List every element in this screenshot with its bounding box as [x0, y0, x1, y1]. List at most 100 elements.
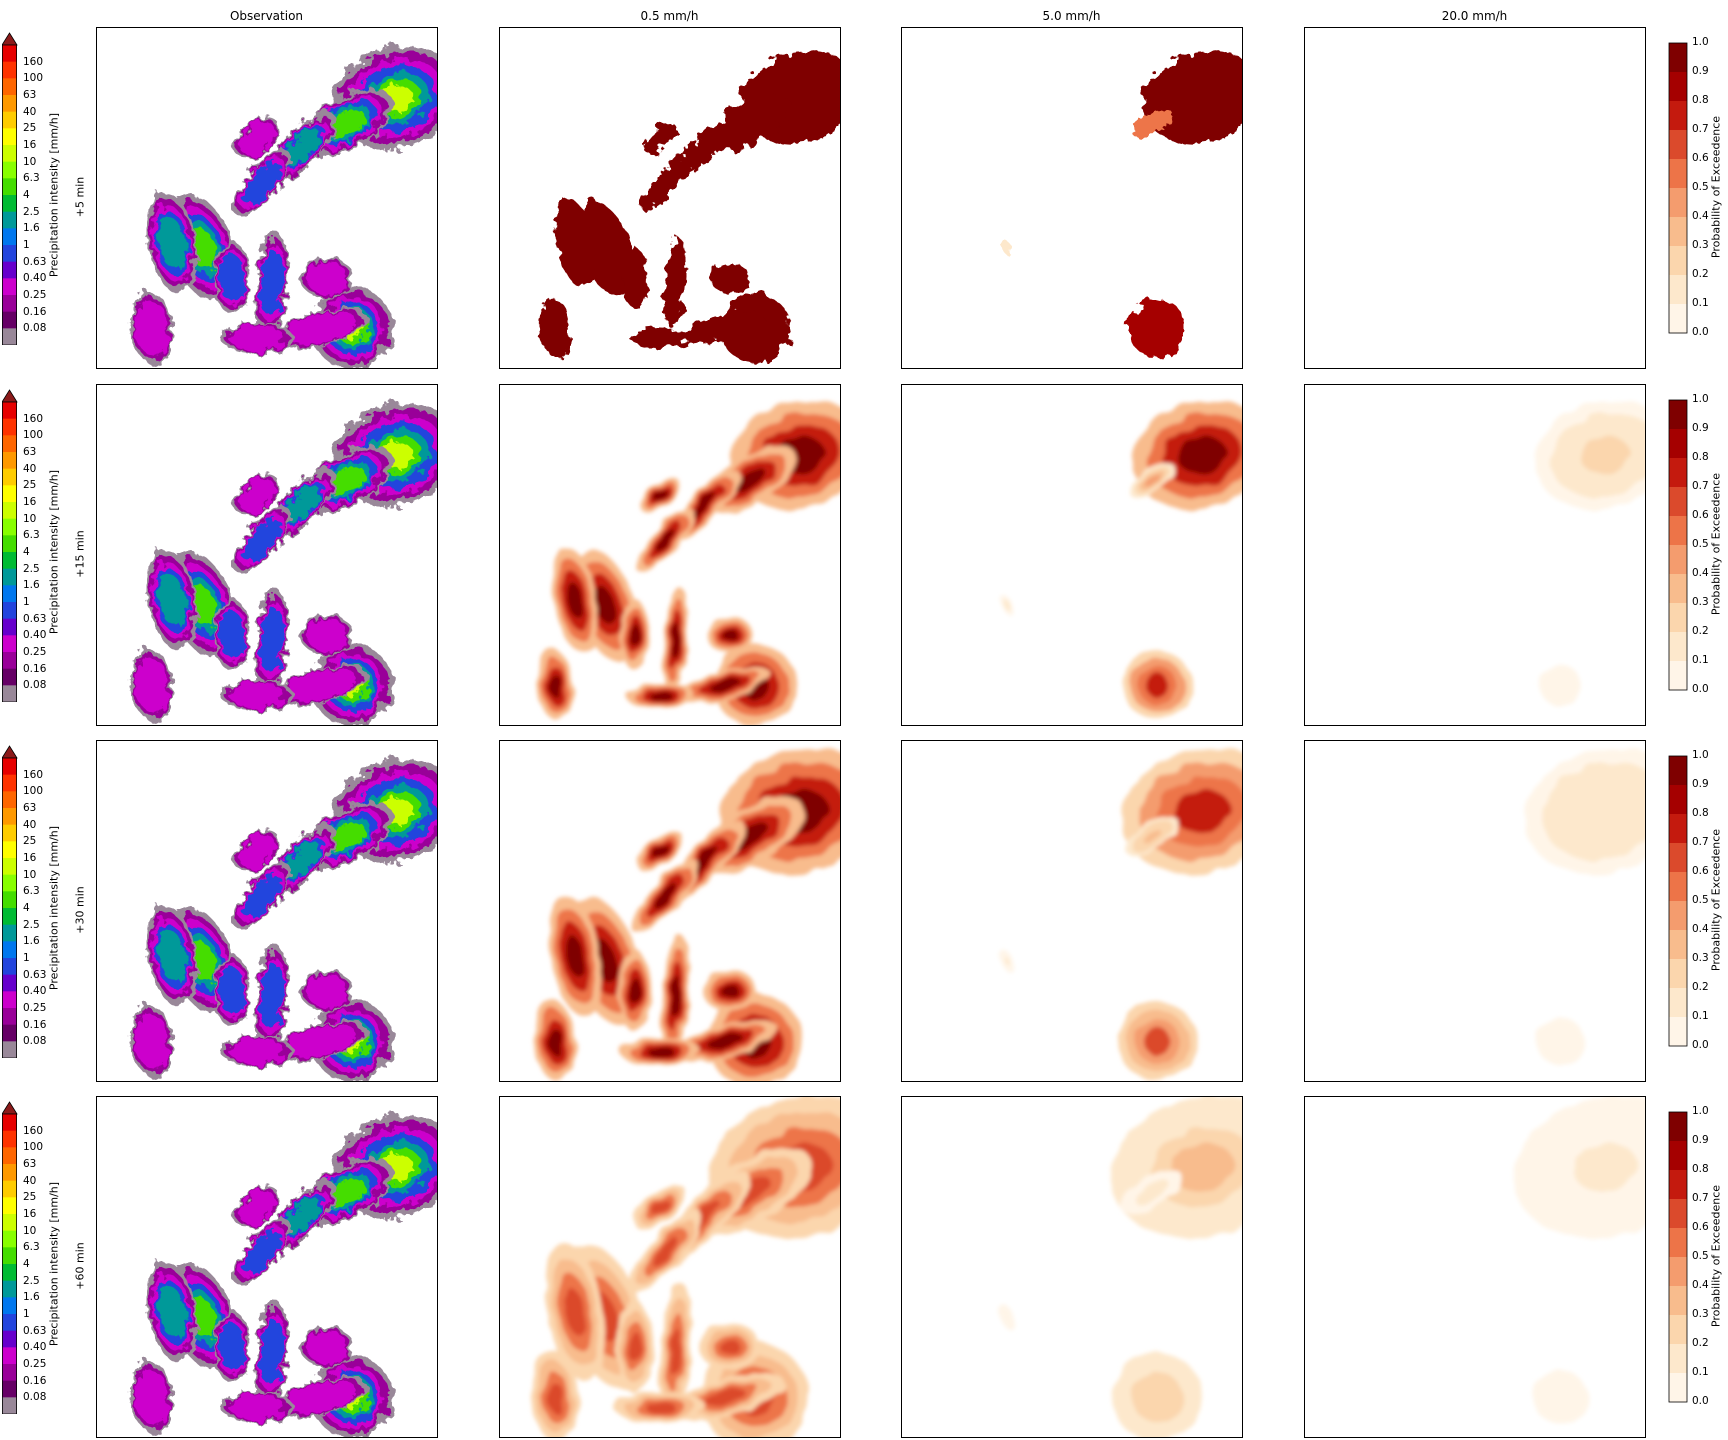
intensity-colorbar-label: Precipitation intensity [mm/h]	[47, 825, 61, 991]
probability-colorbar	[1668, 1111, 1688, 1403]
probability-tick-label: 0.8	[1692, 807, 1709, 819]
colorbar-segment	[1669, 159, 1687, 189]
precipitation-cell	[283, 486, 321, 524]
colorbar-segment	[2, 1264, 17, 1282]
probability-area	[651, 1199, 669, 1215]
colorbar-segment	[2, 452, 17, 470]
colorbar-segment	[1669, 188, 1687, 218]
probability-colorbar	[1668, 399, 1688, 691]
probability-tick-label: 0.1	[1692, 654, 1709, 666]
colorbar-segment	[2, 602, 17, 620]
intensity-tick-label: 10	[23, 868, 37, 881]
probability-tick-label: 0.5	[1692, 894, 1709, 906]
probability-area	[567, 582, 583, 618]
probability-colorbar-label: Probability of Exceedence	[1709, 828, 1723, 972]
exceedance-probability-panel	[499, 1096, 841, 1438]
colorbar-segment	[1669, 959, 1687, 989]
intensity-tick-label: 160	[23, 55, 44, 68]
exceedance-probability-panel	[901, 1096, 1243, 1438]
intensity-tick-label: 0.08	[23, 679, 47, 692]
intensity-tick-label: 63	[23, 446, 37, 458]
probability-tick-label: 0.4	[1692, 210, 1709, 222]
colorbar-segment	[1669, 275, 1687, 305]
colorbar-segment	[2, 1397, 17, 1414]
probability-tick-label: 0.4	[1692, 923, 1709, 935]
exceedance-probability-panel	[901, 384, 1243, 726]
colorbar-segment	[2, 311, 17, 329]
probability-tick-label: 0.2	[1692, 625, 1709, 637]
probability-area	[731, 822, 769, 850]
probability-tick-label: 0.7	[1692, 836, 1709, 848]
colorbar-segment	[2, 824, 17, 842]
probability-area	[653, 488, 667, 502]
colorbar-segment	[2, 1130, 17, 1148]
intensity-tick-label: 0.16	[23, 662, 47, 675]
colorbar-extend-arrow	[2, 745, 18, 759]
colorbar-segment	[1669, 901, 1687, 931]
precipitation-cell	[219, 611, 245, 659]
colorbar-segment	[2, 908, 17, 926]
colorbar-segment	[1669, 661, 1687, 691]
colorbar-segment	[1669, 1017, 1687, 1047]
probability-tick-label: 0.5	[1692, 1250, 1709, 1262]
colorbar-segment	[2, 1041, 17, 1058]
precipitation-cell	[283, 1198, 321, 1236]
probability-area	[1178, 436, 1226, 474]
probability-area	[652, 1237, 678, 1267]
precipitation-cell	[306, 261, 348, 295]
precipitation-cell	[135, 300, 169, 356]
intensity-tick-label: 6.3	[23, 529, 40, 542]
probability-area	[664, 238, 686, 328]
probability-area	[704, 1388, 746, 1406]
probability-area	[1142, 829, 1162, 843]
lead-time-label: +30 min	[73, 886, 87, 934]
probability-tick-label: 0.4	[1692, 1279, 1709, 1291]
intensity-tick-label: 0.08	[23, 322, 47, 335]
precipitation-cell	[157, 217, 187, 269]
probability-tick-label: 0.6	[1692, 509, 1709, 521]
probability-tick-label: 1.0	[1692, 1105, 1709, 1117]
intensity-tick-label: 0.63	[23, 968, 47, 981]
observation-panel	[96, 384, 438, 726]
colorbar-segment	[2, 991, 17, 1009]
intensity-tick-label: 16	[23, 1208, 37, 1220]
colorbar-segment	[1669, 1257, 1687, 1287]
intensity-tick-label: 0.63	[23, 1324, 47, 1337]
colorbar-segment	[2, 502, 17, 520]
probability-area	[555, 198, 595, 288]
probability-area	[1145, 673, 1169, 697]
intensity-tick-label: 6.3	[23, 172, 40, 185]
lead-time-label: +5 min	[73, 176, 87, 218]
lead-time-label: +60 min	[73, 1242, 87, 1290]
probability-area	[1127, 298, 1187, 358]
probability-area	[548, 672, 562, 698]
probability-area	[630, 328, 690, 348]
probability-area	[670, 622, 680, 658]
probability-tick-label: 0.3	[1692, 596, 1709, 608]
colorbar-segment	[1669, 1344, 1687, 1374]
intensity-tick-label: 0.40	[23, 1341, 47, 1354]
intensity-tick-label: 1.6	[23, 935, 40, 948]
colorbar-segment	[2, 61, 17, 79]
intensity-tick-label: 100	[23, 72, 44, 85]
probability-tick-label: 0.8	[1692, 1163, 1709, 1175]
precipitation-cell	[219, 1323, 245, 1371]
intensity-tick-label: 16	[23, 139, 37, 151]
precipitation-cell	[259, 608, 285, 672]
intensity-tick-label: 0.63	[23, 612, 47, 625]
colorbar-segment	[2, 1164, 17, 1182]
intensity-tick-label: 40	[23, 1174, 37, 1187]
intensity-tick-label: 1.6	[23, 579, 40, 592]
probability-tick-label: 0.3	[1692, 952, 1709, 964]
probability-area	[670, 975, 680, 1017]
intensity-tick-label: 10	[23, 1224, 37, 1237]
precipitation-cell	[157, 574, 187, 626]
precipitation-cell	[219, 967, 245, 1015]
precipitation-cell	[239, 478, 275, 512]
probability-tick-label: 0.9	[1692, 65, 1709, 77]
probability-tick-label: 0.9	[1692, 778, 1709, 790]
colorbar-segment	[2, 1024, 17, 1042]
colorbar-segment	[2, 1180, 17, 1198]
intensity-tick-label: 4	[23, 189, 30, 201]
